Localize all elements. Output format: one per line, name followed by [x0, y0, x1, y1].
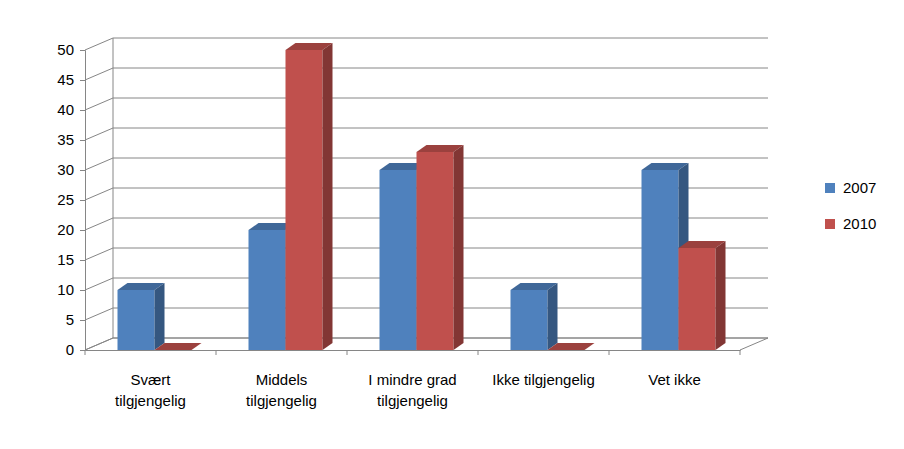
plot-area [118, 43, 726, 350]
tick: Middels tilgjengelig [246, 350, 317, 409]
bar [155, 343, 202, 350]
tick-label-line: Middels [256, 371, 308, 388]
bar-front [380, 170, 417, 350]
category-dividers [85, 350, 740, 355]
y-axis: 0 5 10 15 20 25 30 35 40 45 50 [57, 41, 85, 358]
tick-label: 40 [57, 101, 74, 118]
tick: Ikke tilgjengelig [492, 350, 595, 388]
grid-line [85, 98, 768, 110]
tick-label-line: tilgjengelig [246, 392, 317, 409]
bar-side [548, 283, 558, 350]
tick-label: 0 [66, 341, 74, 358]
tick-label-line: Svært [130, 371, 171, 388]
legend-swatch [825, 183, 835, 193]
tick-label: 5 [66, 311, 74, 328]
category-divider [85, 350, 86, 355]
tick: Svært tilgjengelig [115, 350, 186, 409]
tick-mark [80, 350, 85, 351]
tick-label: 50 [57, 41, 74, 58]
x-axis: SværttilgjengeligMiddelstilgjengeligI mi… [86, 350, 741, 409]
tick-label-line: tilgjengelig [377, 392, 448, 409]
legend-label: 2007 [843, 179, 876, 196]
bar [286, 43, 333, 350]
tick-label: 35 [57, 131, 74, 148]
tick-mark [80, 230, 85, 231]
tick: 20 [57, 221, 85, 238]
category-divider [347, 350, 348, 355]
bar-front [679, 248, 716, 350]
tick-mark [80, 290, 85, 291]
bar-front [417, 152, 454, 350]
walls [85, 38, 768, 350]
tick: 30 [57, 161, 85, 178]
bar [548, 343, 595, 350]
tick: I mindre grad tilgjengelig [368, 350, 456, 409]
tick-label: Middels tilgjengelig [246, 371, 317, 409]
chart: 05101520253035404550SværttilgjengeligMid… [0, 0, 904, 449]
tick: 50 [57, 41, 85, 58]
axis-line [80, 51, 86, 351]
tick-mark [80, 110, 85, 111]
tick-label: 15 [57, 251, 74, 268]
tick-mark [80, 260, 85, 261]
category-divider [216, 350, 217, 355]
bar-front [249, 230, 286, 350]
category-divider [609, 350, 610, 355]
tick-label: Ikke tilgjengelig [492, 371, 595, 388]
bar-front [642, 170, 679, 350]
bar-side [192, 343, 202, 350]
tick: 25 [57, 191, 85, 208]
grid-line [85, 128, 768, 140]
grid-line [85, 68, 768, 80]
tick-label-line: I mindre grad [368, 371, 456, 388]
bar-side [585, 343, 595, 350]
tick-mark [80, 170, 85, 171]
bar-side [454, 145, 464, 350]
bar-front [511, 290, 548, 350]
bar-top [548, 343, 595, 350]
tick: 40 [57, 101, 85, 118]
bar-side [716, 241, 726, 350]
tick-mark [80, 200, 85, 201]
bar-front [286, 50, 323, 350]
grid [85, 38, 768, 350]
category-divider [740, 350, 741, 355]
tick: 5 [66, 311, 85, 328]
tick-label: I mindre grad tilgjengelig [368, 371, 456, 409]
legend-swatch [825, 219, 835, 229]
bar [417, 145, 464, 350]
tick: 45 [57, 71, 85, 88]
bar-front [118, 290, 155, 350]
tick: 15 [57, 251, 85, 268]
tick: 35 [57, 131, 85, 148]
tick-label-line: Vet ikke [648, 371, 701, 388]
tick-label: Vet ikke [648, 371, 701, 388]
bar [511, 283, 558, 350]
bar-top [155, 343, 202, 350]
tick: Vet ikke [648, 350, 701, 388]
tick-label: Svært tilgjengelig [115, 371, 186, 409]
bar-side [323, 43, 333, 350]
bar [679, 241, 726, 350]
tick-label-line: Ikke tilgjengelig [492, 371, 595, 388]
tick-label: 45 [57, 71, 74, 88]
tick-label-line: tilgjengelig [115, 392, 186, 409]
grid-line [85, 38, 768, 50]
tick-label: 10 [57, 281, 74, 298]
tick-label: 30 [57, 161, 74, 178]
category-divider [478, 350, 479, 355]
tick-label: 20 [57, 221, 74, 238]
tick-mark [80, 50, 85, 51]
tick-mark [80, 80, 85, 81]
tick: 10 [57, 281, 85, 298]
axis-line [86, 350, 741, 351]
tick: 0 [66, 341, 85, 358]
tick-label: 25 [57, 191, 74, 208]
bar-side [155, 283, 165, 350]
tick-mark [80, 320, 85, 321]
tick-mark [80, 140, 85, 141]
legend-label: 2010 [843, 215, 876, 232]
legend: 2007 2010 [825, 179, 876, 232]
bar [118, 283, 165, 350]
